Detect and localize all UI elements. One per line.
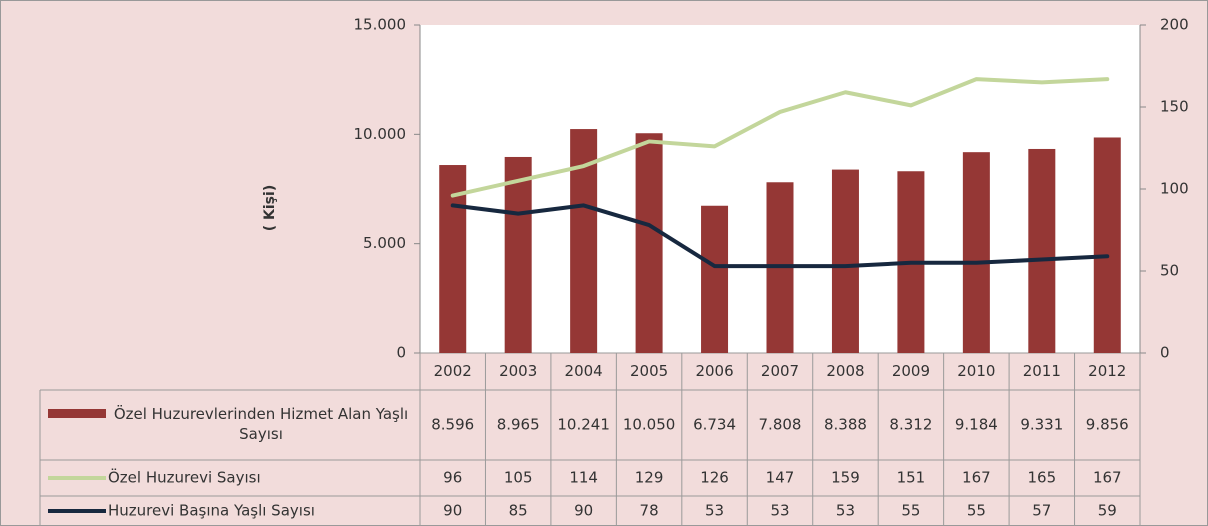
x-tick-label: 2005 bbox=[630, 362, 668, 380]
table-value: 147 bbox=[766, 469, 795, 487]
table-value: 8.965 bbox=[497, 416, 540, 434]
table-value: 165 bbox=[1027, 469, 1056, 487]
table-value: 10.241 bbox=[557, 416, 610, 434]
x-tick-label: 2002 bbox=[434, 362, 472, 380]
table-value: 114 bbox=[569, 469, 598, 487]
x-tick-label: 2008 bbox=[826, 362, 864, 380]
table-value: 53 bbox=[770, 502, 789, 520]
y2-tick-label: 200 bbox=[1160, 16, 1189, 34]
bar bbox=[635, 133, 663, 353]
table-value: 90 bbox=[443, 502, 462, 520]
table-value: 53 bbox=[705, 502, 724, 520]
y-tick-label: 0 bbox=[396, 344, 406, 362]
y-tick-label: 5.000 bbox=[363, 234, 406, 252]
bar bbox=[701, 205, 729, 353]
table-value: 6.734 bbox=[693, 416, 736, 434]
x-tick-label: 2011 bbox=[1023, 362, 1061, 380]
legend-label: Huzurevi Başına Yaşlı Sayısı bbox=[108, 502, 315, 520]
legend-label: Özel Huzurevlerinden Hizmet Alan Yaşlı S… bbox=[113, 405, 409, 443]
legend-label-box: Özel Huzurevlerinden Hizmet Alan Yaşlı S… bbox=[113, 405, 409, 443]
y2-tick-label: 150 bbox=[1160, 98, 1189, 116]
bar bbox=[962, 152, 990, 353]
table-value: 53 bbox=[836, 502, 855, 520]
table-value: 9.856 bbox=[1086, 416, 1129, 434]
table-value: 151 bbox=[897, 469, 926, 487]
table-value: 8.388 bbox=[824, 416, 867, 434]
table-value: 78 bbox=[640, 502, 659, 520]
table-value: 8.596 bbox=[431, 416, 474, 434]
table-value: 126 bbox=[700, 469, 729, 487]
y2-tick-label: 50 bbox=[1160, 262, 1179, 280]
legend-label: Özel Huzurevi Sayısı bbox=[108, 468, 261, 487]
x-tick-label: 2006 bbox=[695, 362, 733, 380]
bar bbox=[831, 169, 859, 353]
table-value: 55 bbox=[901, 502, 920, 520]
table-value: 10.050 bbox=[623, 416, 676, 434]
table-value: 105 bbox=[504, 469, 533, 487]
y-tick-label: 10.000 bbox=[354, 125, 407, 143]
table-value: 59 bbox=[1098, 502, 1117, 520]
table-value: 9.184 bbox=[955, 416, 998, 434]
x-tick-label: 2003 bbox=[499, 362, 537, 380]
table-value: 57 bbox=[1032, 502, 1051, 520]
y2-tick-label: 100 bbox=[1160, 180, 1189, 198]
table-value: 85 bbox=[509, 502, 528, 520]
bar bbox=[1093, 137, 1121, 353]
table-value: 55 bbox=[967, 502, 986, 520]
x-tick-label: 2004 bbox=[565, 362, 603, 380]
table-value: 8.312 bbox=[889, 416, 932, 434]
bar bbox=[504, 156, 532, 353]
y2-tick-label: 0 bbox=[1160, 344, 1170, 362]
table-value: 96 bbox=[443, 469, 462, 487]
x-tick-label: 2007 bbox=[761, 362, 799, 380]
line bbox=[450, 77, 1110, 198]
table-value: 167 bbox=[962, 469, 991, 487]
x-tick-label: 2012 bbox=[1088, 362, 1126, 380]
table-value: 159 bbox=[831, 469, 860, 487]
legend-key bbox=[48, 409, 106, 418]
x-tick-label: 2010 bbox=[957, 362, 995, 380]
table-value: 7.808 bbox=[759, 416, 802, 434]
table-value: 167 bbox=[1093, 469, 1122, 487]
bar bbox=[1028, 148, 1056, 353]
table-value: 129 bbox=[635, 469, 664, 487]
y-axis-label: ( Kişi) bbox=[262, 185, 278, 231]
x-tick-label: 2009 bbox=[892, 362, 930, 380]
line bbox=[450, 203, 1110, 269]
table-value: 9.331 bbox=[1020, 416, 1063, 434]
y-tick-label: 15.000 bbox=[354, 16, 407, 34]
table-value: 90 bbox=[574, 502, 593, 520]
